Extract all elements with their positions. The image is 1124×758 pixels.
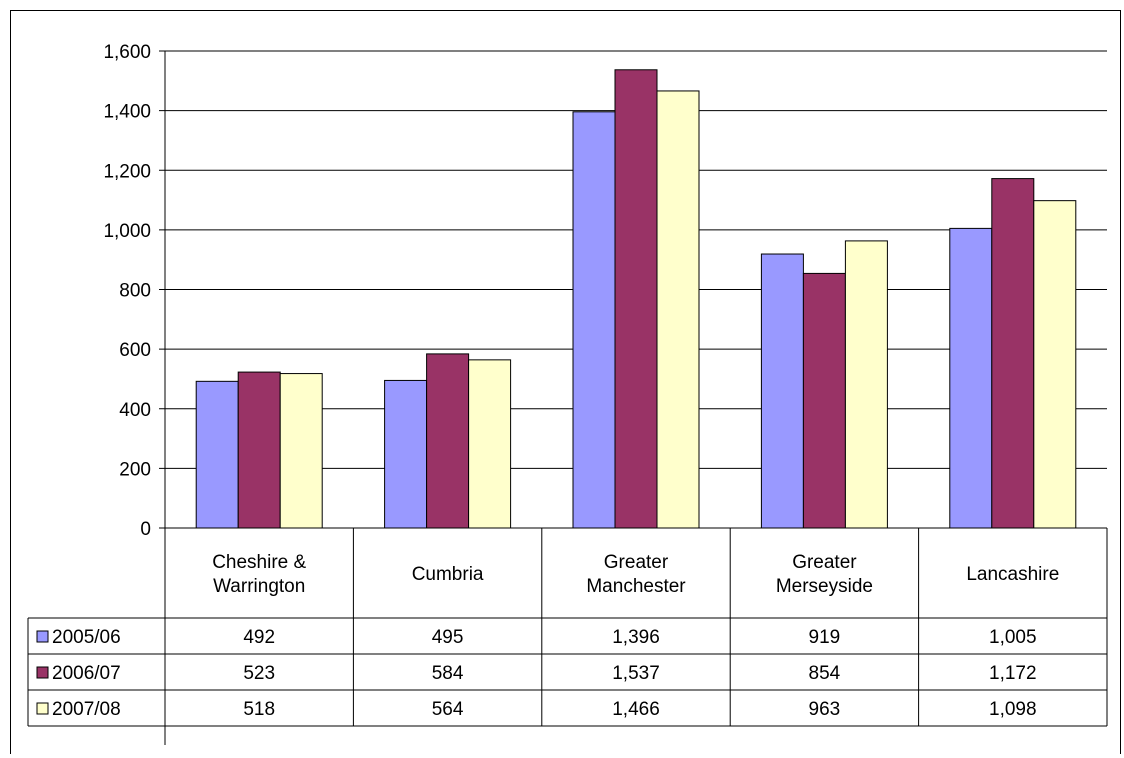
y-tick-label: 0 — [140, 519, 151, 540]
category-label: Lancashire — [966, 564, 1059, 585]
bar — [949, 227, 993, 529]
bar — [844, 240, 888, 529]
table-cell-value: 518 — [243, 699, 275, 720]
y-tick-label: 1,400 — [103, 102, 151, 123]
table-cell-value: 1,098 — [989, 699, 1037, 720]
table-cell-value: 1,466 — [612, 699, 660, 720]
chart-frame — [10, 10, 1121, 754]
table-cell-value: 919 — [809, 627, 841, 648]
category-label: Cumbria — [412, 564, 484, 585]
legend-label: 2005/06 — [52, 627, 121, 648]
y-tick-label: 600 — [119, 340, 151, 361]
y-tick-label: 1,600 — [103, 42, 151, 63]
category-label: Greater — [792, 552, 857, 573]
bar — [760, 253, 804, 529]
table-cell-value: 1,005 — [989, 627, 1037, 648]
category-label: Manchester — [586, 576, 686, 597]
bar — [802, 272, 846, 529]
bar — [237, 371, 281, 529]
table-cell-value: 1,396 — [612, 627, 660, 648]
y-tick-label: 800 — [119, 281, 151, 302]
legend-key — [36, 702, 49, 715]
table-cell-value: 584 — [432, 663, 464, 684]
bar — [572, 111, 616, 529]
table-cell-value: 1,537 — [612, 663, 660, 684]
y-tick-label: 1,200 — [103, 161, 151, 182]
table-cell-value: 523 — [243, 663, 275, 684]
table-cell-value: 495 — [432, 627, 464, 648]
y-tick-label: 400 — [119, 400, 151, 421]
table-cell-value: 854 — [809, 663, 841, 684]
y-tick-label: 1,000 — [103, 221, 151, 242]
bar — [279, 373, 323, 529]
table-cell-value: 1,172 — [989, 663, 1037, 684]
bar — [656, 90, 700, 529]
bar — [468, 359, 512, 529]
bar — [426, 353, 470, 529]
table-cell-value: 492 — [243, 627, 275, 648]
bar — [384, 379, 428, 529]
bar — [991, 178, 1035, 529]
category-label: Warrington — [213, 576, 305, 597]
table-cell-value: 963 — [809, 699, 841, 720]
bar — [1033, 200, 1077, 529]
category-label: Cheshire & — [212, 552, 306, 573]
legend-key — [36, 630, 49, 643]
category-label: Merseyside — [776, 576, 873, 597]
y-tick-label: 200 — [119, 459, 151, 480]
bar — [614, 69, 658, 529]
category-label: Greater — [604, 552, 669, 573]
table-cell-value: 564 — [432, 699, 464, 720]
legend-label: 2006/07 — [52, 663, 121, 684]
legend-key — [36, 666, 49, 679]
legend-label: 2007/08 — [52, 699, 121, 720]
bar — [195, 380, 239, 529]
